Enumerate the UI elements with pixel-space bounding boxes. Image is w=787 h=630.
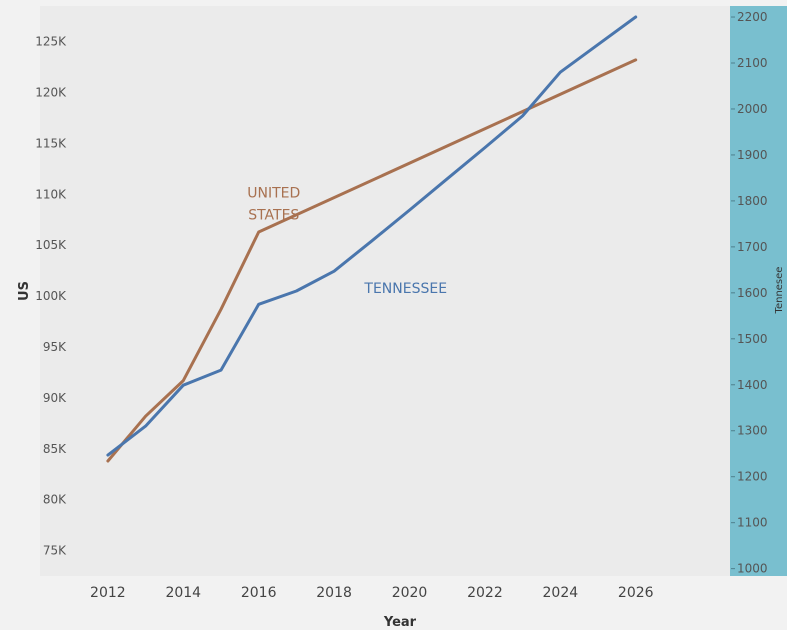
y-tick-label: 120K bbox=[35, 86, 67, 100]
x-tick-label: 2016 bbox=[241, 585, 277, 601]
y2-tick-label: 1200 bbox=[737, 470, 768, 484]
series-annotation: TENNESSEE bbox=[363, 281, 447, 297]
y2-tick-label: 2100 bbox=[737, 56, 768, 70]
y2-tick-label: 1600 bbox=[737, 286, 768, 300]
y-tick-label: 100K bbox=[35, 289, 67, 303]
y-tick-label: 75K bbox=[43, 544, 67, 558]
y2-tick-label: 1000 bbox=[737, 562, 768, 576]
y2-axis-title: Tennesee bbox=[774, 267, 785, 315]
y-tick-label: 105K bbox=[35, 238, 67, 252]
x-axis-title: Year bbox=[383, 615, 417, 630]
series-annotation: UNITED bbox=[247, 185, 300, 201]
y2-tick-label: 1300 bbox=[737, 424, 768, 438]
y-tick-label: 80K bbox=[43, 493, 67, 507]
y-tick-label: 85K bbox=[43, 442, 67, 456]
y2-tick-label: 1700 bbox=[737, 240, 768, 254]
y-axis-title: US bbox=[17, 281, 32, 301]
y-tick-label: 115K bbox=[35, 136, 67, 150]
x-axis: 2012 2014 2016 2018 2020 2022 2024 2026 bbox=[90, 585, 654, 601]
right-y-axis: 1000 1100 1200 1300 1400 1500 1600 1700 1800 1900… bbox=[731, 10, 768, 576]
x-tick-label: 2018 bbox=[316, 585, 352, 601]
plot-area bbox=[40, 6, 730, 576]
series-annotations: UNITED STATES TENNESSEE bbox=[247, 185, 447, 296]
series-lines bbox=[106, 15, 638, 463]
united-states-line bbox=[106, 58, 638, 463]
y2-tick-label: 1500 bbox=[737, 332, 768, 346]
x-tick-label: 2022 bbox=[467, 585, 503, 601]
y2-tick-label: 1800 bbox=[737, 194, 768, 208]
x-tick-label: 2026 bbox=[618, 585, 654, 601]
y2-tick-label: 1100 bbox=[737, 516, 768, 530]
y2-tick-label: 1400 bbox=[737, 378, 768, 392]
y2-tick-label: 1900 bbox=[737, 148, 768, 162]
y2-tick-label: 2200 bbox=[737, 10, 768, 24]
y-tick-label: 90K bbox=[43, 391, 67, 405]
y-tick-label: 125K bbox=[35, 35, 67, 49]
tennessee-line bbox=[106, 15, 638, 457]
x-tick-label: 2014 bbox=[165, 585, 201, 601]
x-tick-label: 2020 bbox=[392, 585, 428, 601]
x-tick-label: 2012 bbox=[90, 585, 126, 601]
y-tick-label: 95K bbox=[43, 340, 67, 354]
right-axis-panel bbox=[730, 6, 787, 576]
series-annotation: STATES bbox=[248, 207, 299, 223]
y2-tick-label: 2000 bbox=[737, 102, 768, 116]
x-tick-label: 2024 bbox=[543, 585, 579, 601]
left-y-axis: 75K 80K 85K 90K 95K 100K 105K 110K 115K 120K 125K bbox=[35, 35, 67, 558]
y-tick-label: 110K bbox=[35, 187, 67, 201]
